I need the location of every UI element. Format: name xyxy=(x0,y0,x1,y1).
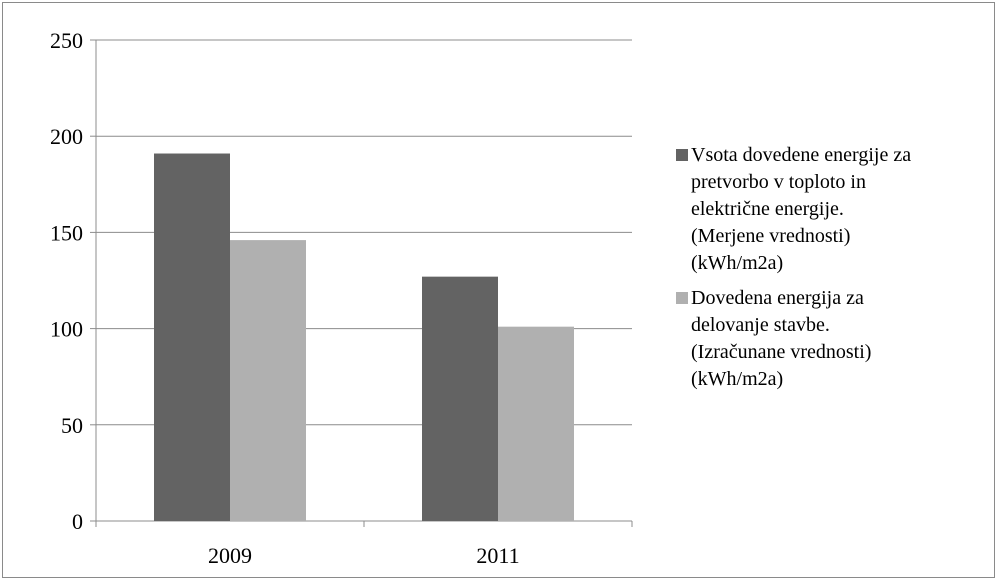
y-tick-label: 250 xyxy=(50,28,83,53)
y-tick-label: 0 xyxy=(72,509,83,534)
x-tick-label: 2009 xyxy=(208,543,252,568)
legend-swatch-series-2 xyxy=(676,292,688,304)
bar-2011-series-1 xyxy=(422,276,498,521)
bar-2009-series-2 xyxy=(230,240,306,521)
legend-label-series-1: električne energije. xyxy=(691,198,844,220)
legend-label-series-2: Dovedena energija za xyxy=(691,287,864,309)
bar-2011-series-2 xyxy=(498,326,574,521)
legend-label-series-1: pretvorbo v toploto in xyxy=(691,171,866,193)
y-tick-label: 100 xyxy=(50,317,83,342)
legend-label-series-2: (kWh/m2a) xyxy=(691,368,783,390)
legend-label-series-2: delovanje stavbe. xyxy=(691,314,830,336)
legend-label-series-1: (kWh/m2a) xyxy=(691,252,783,274)
legend-label-series-1: (Merjene vrednosti) xyxy=(691,225,850,247)
legend-label-series-1: Vsota dovedene energije za xyxy=(691,144,911,166)
y-tick-label: 50 xyxy=(61,413,83,438)
bar-2009-series-1 xyxy=(154,153,230,522)
legend-swatch-series-1 xyxy=(676,149,688,161)
x-tick-label: 2011 xyxy=(476,543,519,568)
legend-label-series-2: (Izračunane vrednosti) xyxy=(691,341,871,363)
y-tick-label: 150 xyxy=(50,220,83,245)
y-tick-label: 200 xyxy=(50,124,83,149)
